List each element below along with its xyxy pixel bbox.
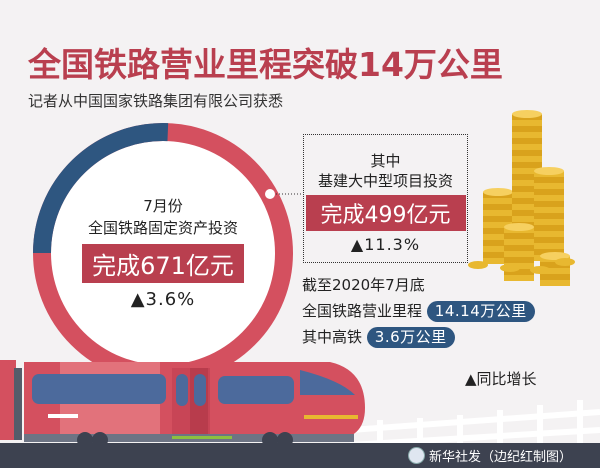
mileage-date: 截至2020年7月底 [302, 276, 425, 294]
coin [483, 228, 513, 234]
coin-top [540, 252, 570, 260]
coin [512, 162, 542, 168]
coin [504, 251, 534, 257]
connector-dot [265, 189, 275, 199]
coin [504, 239, 534, 245]
coin [512, 156, 542, 162]
coin-top [483, 188, 513, 196]
coin [504, 245, 534, 251]
coin [534, 189, 564, 195]
coin [534, 237, 564, 243]
ring-center-text: 7月份 全国铁路固定资产投资 完成671亿元 ▲3.6% [63, 195, 263, 310]
coin [534, 201, 564, 207]
coin [512, 168, 542, 174]
callout-growth: ▲11.3% [350, 235, 421, 254]
coin [512, 198, 542, 204]
coin [512, 126, 542, 132]
ring-growth: ▲3.6% [130, 289, 196, 310]
coin [504, 257, 534, 263]
coin [483, 216, 513, 222]
coin [504, 275, 534, 281]
ring-period: 7月份 [143, 197, 183, 215]
coin [483, 258, 513, 264]
coin [534, 249, 564, 255]
footer-bar [0, 443, 600, 468]
coin [512, 204, 542, 210]
callout-line2: 基建大中型项目投资 [317, 172, 453, 190]
coin-top [534, 167, 564, 175]
xinhua-logo-icon [408, 447, 425, 464]
coin [504, 263, 534, 269]
coin [540, 262, 570, 268]
coin [483, 222, 513, 228]
loose-coin [530, 266, 550, 274]
gold-coins-icon [468, 110, 575, 286]
coin [512, 150, 542, 156]
callout-box: 其中 基建大中型项目投资 完成499亿元 ▲11.3% [303, 134, 468, 263]
coin [512, 120, 542, 126]
hsr-value: 3.6万公里 [366, 327, 455, 348]
ring-value: 完成671亿元 [82, 244, 244, 283]
coin [483, 234, 513, 240]
coin [540, 274, 570, 280]
footer-credit: 新华社发（边纪红制图） [408, 446, 572, 465]
coin [512, 174, 542, 180]
coin [483, 252, 513, 258]
coin [483, 204, 513, 210]
coin-top [504, 223, 534, 231]
coin [483, 246, 513, 252]
fence [349, 400, 600, 448]
coin [540, 280, 570, 286]
coin [534, 219, 564, 225]
mileage-label: 全国铁路营业里程 [302, 302, 423, 320]
credit-text: 新华社发（边纪红制图） [429, 450, 573, 465]
ring-label: 全国铁路固定资产投资 [87, 219, 238, 237]
callout-value: 完成499亿元 [305, 195, 466, 231]
coin [483, 198, 513, 204]
page-title: 全国铁路营业里程突破14万公里 [28, 45, 503, 84]
coin [534, 207, 564, 213]
mileage-info: 截至2020年7月底 全国铁路营业里程 14.14万公里 其中高铁 3.6万公里 [302, 272, 535, 350]
high-speed-train-icon [0, 360, 365, 448]
coin [512, 216, 542, 222]
coin [512, 186, 542, 192]
coin [534, 243, 564, 249]
coin [512, 132, 542, 138]
coin [534, 195, 564, 201]
coin [504, 233, 534, 239]
coin [504, 269, 534, 275]
coin [512, 192, 542, 198]
callout-line1: 其中 [370, 152, 401, 170]
coin [534, 213, 564, 219]
legend-yoy: ▲同比增长 [465, 370, 537, 388]
coin [483, 210, 513, 216]
coin [534, 225, 564, 231]
ring-share-arc [33, 123, 169, 254]
mileage-value: 14.14万公里 [426, 301, 535, 322]
coin [534, 231, 564, 237]
coin [512, 210, 542, 216]
coin [512, 144, 542, 150]
loose-coin [555, 258, 575, 266]
coin [540, 268, 570, 274]
coin [483, 240, 513, 246]
hsr-label: 其中高铁 [302, 328, 363, 346]
loose-coin [500, 264, 520, 272]
coin-top [512, 110, 542, 118]
coin [534, 183, 564, 189]
coin [534, 177, 564, 183]
loose-coin [468, 261, 488, 269]
coin [512, 180, 542, 186]
coin [512, 138, 542, 144]
page-subtitle: 记者从中国国家铁路集团有限公司获悉 [28, 92, 284, 110]
